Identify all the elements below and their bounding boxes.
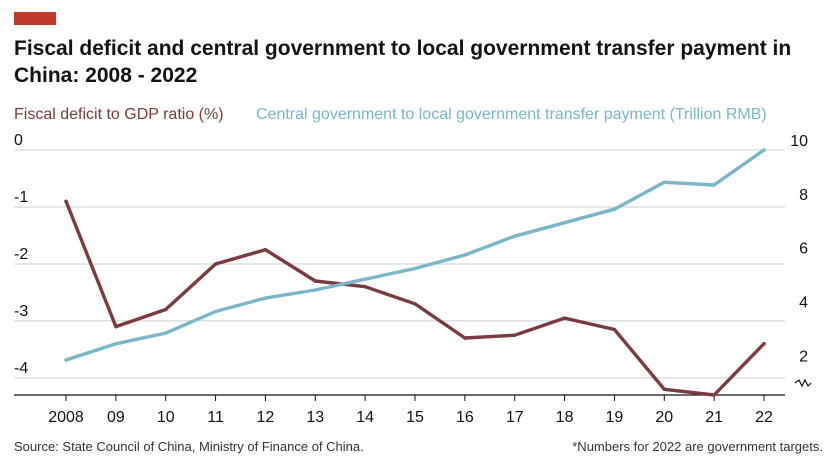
- fiscal-deficit-line: [64, 199, 766, 397]
- fiscal-deficit-point: [363, 285, 367, 289]
- transfer-payment-point: [662, 180, 666, 185]
- x-axis: 2008 09 10 11 12 13 14 15 16 17 18 19 20 21 22: [14, 394, 785, 426]
- x-tick-label: 11: [207, 409, 224, 426]
- source-note: Source: State Council of China, Ministry…: [14, 439, 364, 454]
- fiscal-deficit-point: [463, 336, 467, 340]
- brand-accent-bar: [14, 12, 56, 25]
- x-tick-label: 18: [556, 409, 574, 426]
- fiscal-deficit-point: [64, 199, 68, 203]
- left-tick-label: -4: [14, 360, 28, 377]
- x-tick-label: 2008: [48, 409, 84, 426]
- left-tick-label: -2: [14, 246, 28, 263]
- transfer-payment-point: [114, 342, 118, 346]
- x-tick-label: 21: [705, 409, 723, 426]
- x-tick-label: 19: [606, 409, 624, 426]
- footnote: *Numbers for 2022 are government targets…: [572, 439, 823, 454]
- left-axis-label: Fiscal deficit to GDP ratio (%): [14, 106, 224, 123]
- fiscal-deficit-point: [164, 307, 168, 312]
- x-tick-label: 10: [157, 409, 175, 426]
- right-tick-label: 4: [799, 295, 808, 312]
- fiscal-deficit-point: [662, 387, 666, 392]
- fiscal-deficit-point: [762, 342, 766, 346]
- transfer-payment-point: [712, 183, 716, 187]
- transfer-payment-line: [64, 148, 766, 362]
- right-tick-label: 8: [799, 187, 808, 204]
- x-tick-label: 15: [406, 409, 424, 426]
- right-tick-label: 6: [799, 241, 808, 258]
- axis-break-icon: [794, 378, 812, 388]
- chart-title: Fiscal deficit and central government to…: [14, 37, 792, 87]
- right-axis-label: Central government to local government t…: [256, 106, 767, 123]
- transfer-payment-point: [762, 148, 766, 152]
- left-axis-ticks: 0 -1 -2 -3 -4: [14, 132, 28, 377]
- transfer-payment-point: [213, 309, 218, 314]
- right-axis-ticks: 10 8 6 4 2: [790, 133, 812, 388]
- x-tick-label: 22: [755, 409, 773, 426]
- fiscal-deficit-point: [413, 302, 417, 306]
- x-tick-label: 16: [456, 409, 474, 426]
- series-lines: [64, 148, 766, 397]
- transfer-payment-point: [313, 288, 317, 292]
- transfer-payment-point: [413, 266, 417, 271]
- fiscal-deficit-point: [612, 327, 617, 332]
- x-tick-label: 09: [107, 409, 125, 426]
- fiscal-deficit-point: [313, 279, 317, 283]
- fiscal-deficit-point: [263, 248, 268, 252]
- transfer-payment-point: [164, 331, 168, 335]
- left-tick-label: -3: [14, 303, 28, 320]
- fiscal-deficit-point: [213, 262, 218, 266]
- fiscal-deficit-point: [513, 333, 517, 337]
- left-tick-label: -1: [14, 189, 28, 206]
- fiscal-deficit-point: [562, 316, 567, 320]
- x-tick-label: 20: [655, 409, 673, 426]
- x-tick-label: 12: [257, 409, 275, 426]
- fiscal-deficit-point: [114, 324, 118, 329]
- transfer-payment-point: [562, 220, 567, 225]
- x-tick-label: 13: [306, 409, 324, 426]
- transfer-payment-point: [513, 234, 517, 238]
- transfer-payment-point: [612, 207, 617, 211]
- left-tick-label: 0: [14, 132, 23, 149]
- x-tick-label: 14: [356, 409, 374, 426]
- right-tick-label: 2: [799, 348, 808, 365]
- transfer-payment-point: [463, 253, 467, 257]
- transfer-payment-point: [263, 296, 268, 300]
- right-tick-label: 10: [790, 133, 808, 150]
- fiscal-deficit-point: [712, 393, 716, 397]
- transfer-payment-point: [64, 358, 68, 362]
- transfer-payment-point: [363, 277, 367, 281]
- x-tick-label: 17: [506, 409, 524, 426]
